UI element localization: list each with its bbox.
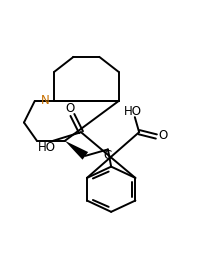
Text: C: C: [104, 149, 112, 162]
Text: O: O: [66, 102, 75, 115]
Text: HO: HO: [37, 141, 56, 154]
Text: N: N: [41, 94, 49, 107]
Polygon shape: [65, 141, 88, 160]
Text: O: O: [158, 129, 167, 142]
Text: HO: HO: [124, 105, 142, 118]
